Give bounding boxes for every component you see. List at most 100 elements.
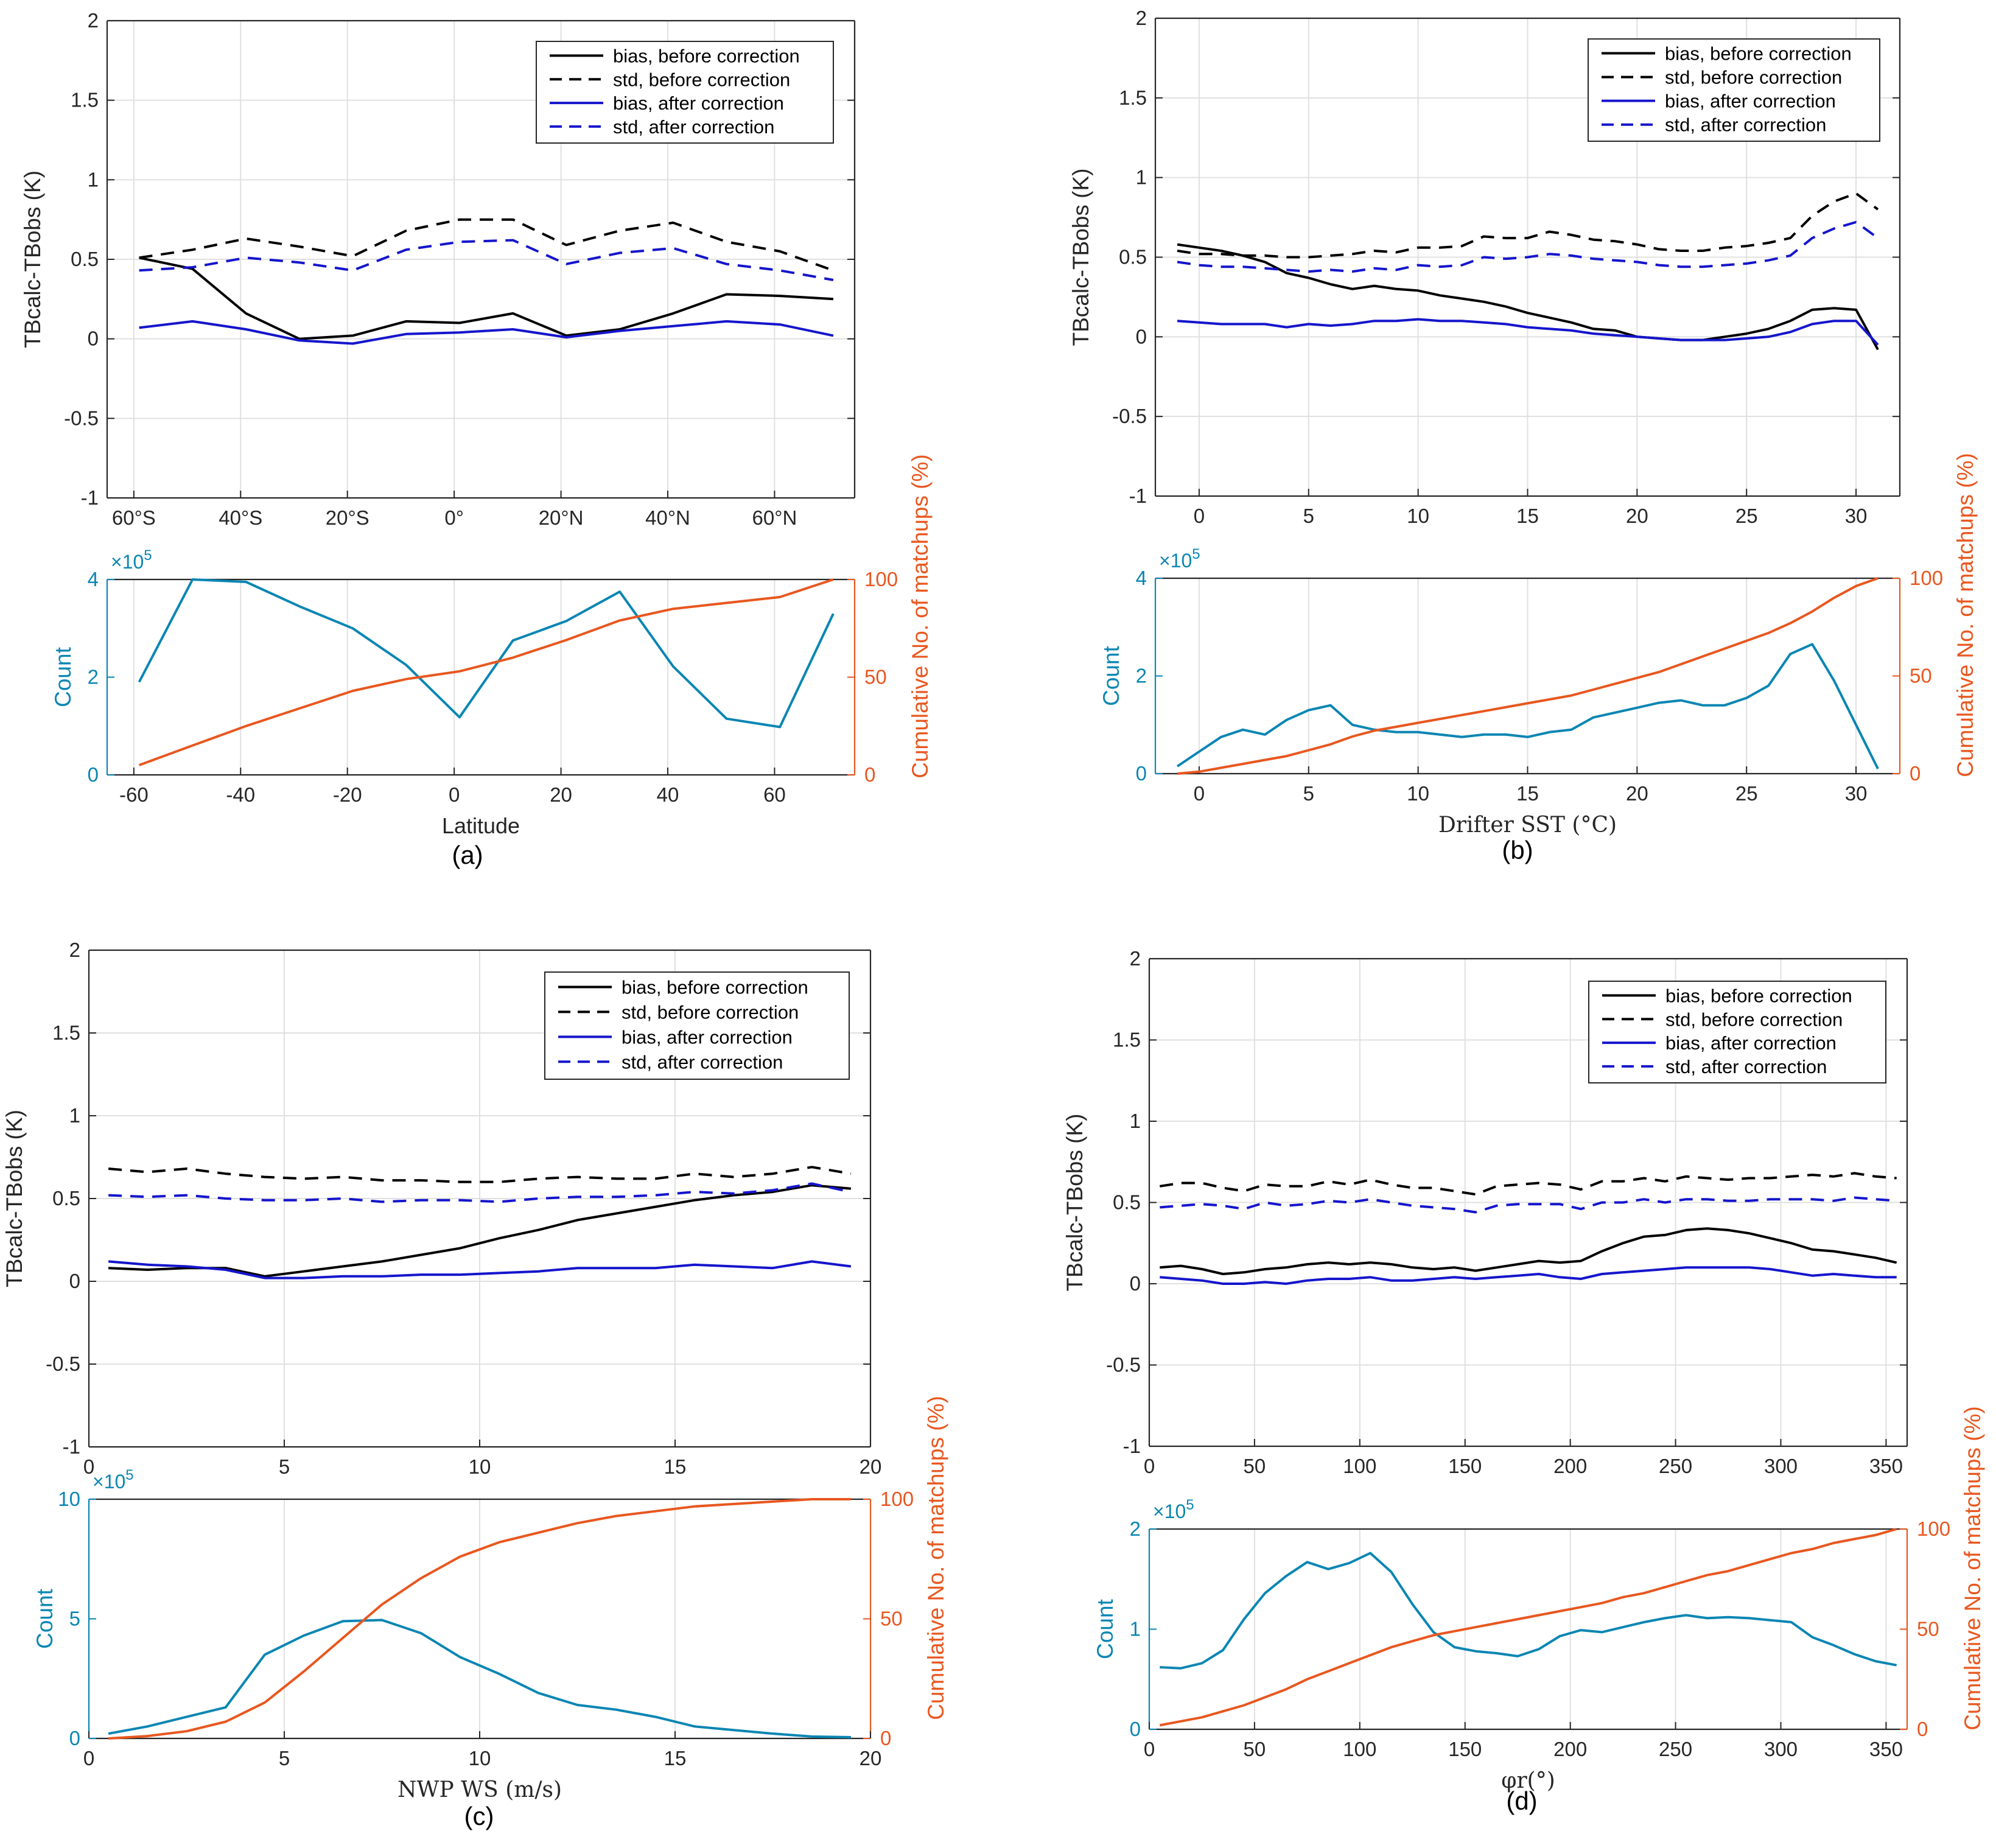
y-tick-label: -1 <box>81 486 99 509</box>
x-axis-label: Drifter SST (°C) <box>1438 813 1617 838</box>
y-tick-label: -1 <box>63 1435 80 1458</box>
y-tick-label-right: 100 <box>880 1488 914 1510</box>
legend-label: bias, before correction <box>622 976 808 998</box>
y-tick-label: 1 <box>88 168 99 191</box>
y-tick-label-right: 0 <box>864 763 875 786</box>
x-tick-label: 5 <box>1303 782 1314 805</box>
x-tick-label: 150 <box>1448 1455 1482 1477</box>
count-line <box>108 1619 851 1738</box>
legend-label: bias, before correction <box>1665 43 1852 65</box>
series-line-0 <box>139 256 834 340</box>
x-tick-label: 0 <box>1194 782 1205 805</box>
x-tick-label: 300 <box>1764 1738 1798 1760</box>
y-tick-label: 1 <box>1130 1618 1141 1640</box>
y-tick-label: -0.5 <box>1106 1354 1141 1376</box>
x-tick-label: 0° <box>444 506 464 529</box>
y-tick-label: 0 <box>88 327 99 350</box>
chart-b-top: 0 5 10 15 20 25 30 -1 -0.5 0 0.5 1 1.5 2 TBcalc-TBobs … <box>1068 7 1901 527</box>
series-line-3 <box>1177 220 1879 273</box>
x-axis-label: φr(°) <box>1501 1768 1555 1793</box>
chart-a-bot: -60 -40 -20 0 20 40 60 0 2 4 Count ×105 0 50 100 Cumula… <box>51 454 933 838</box>
count-line <box>1176 643 1879 769</box>
y-tick-label: 1.5 <box>52 1021 80 1044</box>
legend-box <box>544 971 850 1080</box>
y-tick-label-right: 50 <box>1917 1618 1939 1640</box>
x-tick-label: 15 <box>664 1455 687 1478</box>
x-tick-label: 60°S <box>112 506 156 529</box>
y-tick-label: 0.5 <box>1119 246 1147 268</box>
y-tick-label: 2 <box>1136 665 1147 687</box>
series-line-3 <box>108 1182 852 1203</box>
x-tick-label: 25 <box>1735 782 1758 805</box>
y-tick-label-right: 0 <box>1910 762 1921 785</box>
series-line-3 <box>139 239 834 281</box>
y-axis-label: Count <box>32 1588 57 1648</box>
x-tick-label: 0 <box>83 1747 94 1769</box>
panel-label-a: (a) <box>452 841 483 869</box>
x-tick-label: 30 <box>1845 505 1868 527</box>
x-tick-label: 150 <box>1448 1738 1482 1760</box>
x-tick-label: 250 <box>1659 1738 1692 1760</box>
legend-label: bias, after correction <box>613 93 784 114</box>
y-tick-label-right: 0 <box>880 1727 891 1749</box>
y-tick-label: 1.5 <box>1119 86 1147 109</box>
x-tick-label: 200 <box>1553 1738 1587 1760</box>
y-tick-label: 4 <box>1136 567 1147 589</box>
x-tick-label: 0 <box>83 1455 94 1478</box>
x-tick-label: 30 <box>1845 782 1868 805</box>
x-tick-label: 0 <box>1144 1738 1155 1760</box>
y-tick-label: 0 <box>1130 1718 1141 1740</box>
x-tick-label: 20°N <box>539 506 584 529</box>
y-tick-label: 0.5 <box>71 248 99 270</box>
legend-box <box>536 41 834 144</box>
y-tick-label-right: 100 <box>1917 1517 1950 1540</box>
x-tick-label: 10 <box>1407 505 1429 527</box>
x-tick-label: 300 <box>1764 1455 1798 1477</box>
legend-label: bias, after correction <box>1665 91 1836 112</box>
cumulative-line <box>138 578 834 766</box>
x-tick-label: 5 <box>279 1455 290 1478</box>
exponent-label: ×105 <box>1159 546 1200 572</box>
x-tick-label: 15 <box>1516 782 1539 805</box>
x-tick-label: 50 <box>1244 1455 1266 1477</box>
x-tick-label: 50 <box>1244 1738 1266 1760</box>
y-tick-label: 1 <box>1130 1110 1141 1132</box>
y-tick-label: 1.5 <box>71 89 99 111</box>
y-tick-label-right: 50 <box>1910 665 1932 687</box>
x-tick-label: 10 <box>469 1747 491 1769</box>
series-line-0 <box>108 1184 852 1278</box>
x-tick-label: 60 <box>763 783 786 806</box>
y-axis-label: Count <box>1093 1598 1118 1659</box>
x-tick-label: 350 <box>1869 1455 1903 1477</box>
panel-label-b: (b) <box>1502 836 1533 864</box>
legend-label: std, before correction <box>613 69 790 90</box>
x-tick-label: 20 <box>550 783 572 806</box>
series-line-3 <box>1160 1196 1897 1214</box>
y-axis-label-right: Cumulative No. of matchups (%) <box>1960 1406 1985 1731</box>
x-tick-label: 15 <box>664 1747 687 1769</box>
y-axis-label: TBcalc-TBobs (K) <box>20 170 45 348</box>
legend-label: std, after correction <box>613 116 774 138</box>
series-line-2 <box>139 320 834 345</box>
x-tick-label: 250 <box>1659 1455 1692 1477</box>
count-line <box>1160 1552 1897 1670</box>
x-tick-label: 200 <box>1553 1455 1587 1477</box>
exponent-label: ×105 <box>93 1467 134 1493</box>
plot-area <box>107 579 855 775</box>
y-tick-label-right: 100 <box>864 568 898 590</box>
y-tick-label: -0.5 <box>46 1353 80 1375</box>
y-tick-label: 2 <box>88 9 99 32</box>
x-tick-label: 60°N <box>752 506 797 529</box>
legend-box <box>1588 38 1880 142</box>
y-tick-label: -1 <box>1129 485 1147 507</box>
panel-label-d: (d) <box>1506 1787 1537 1815</box>
y-axis-label-right: Cumulative No. of matchups (%) <box>908 454 933 779</box>
x-tick-label: 20 <box>860 1455 882 1478</box>
x-tick-label: 100 <box>1343 1738 1376 1760</box>
y-tick-label: -0.5 <box>1112 405 1147 427</box>
legend-label: bias, after correction <box>1665 1032 1837 1054</box>
y-tick-label: 2 <box>1130 947 1141 970</box>
